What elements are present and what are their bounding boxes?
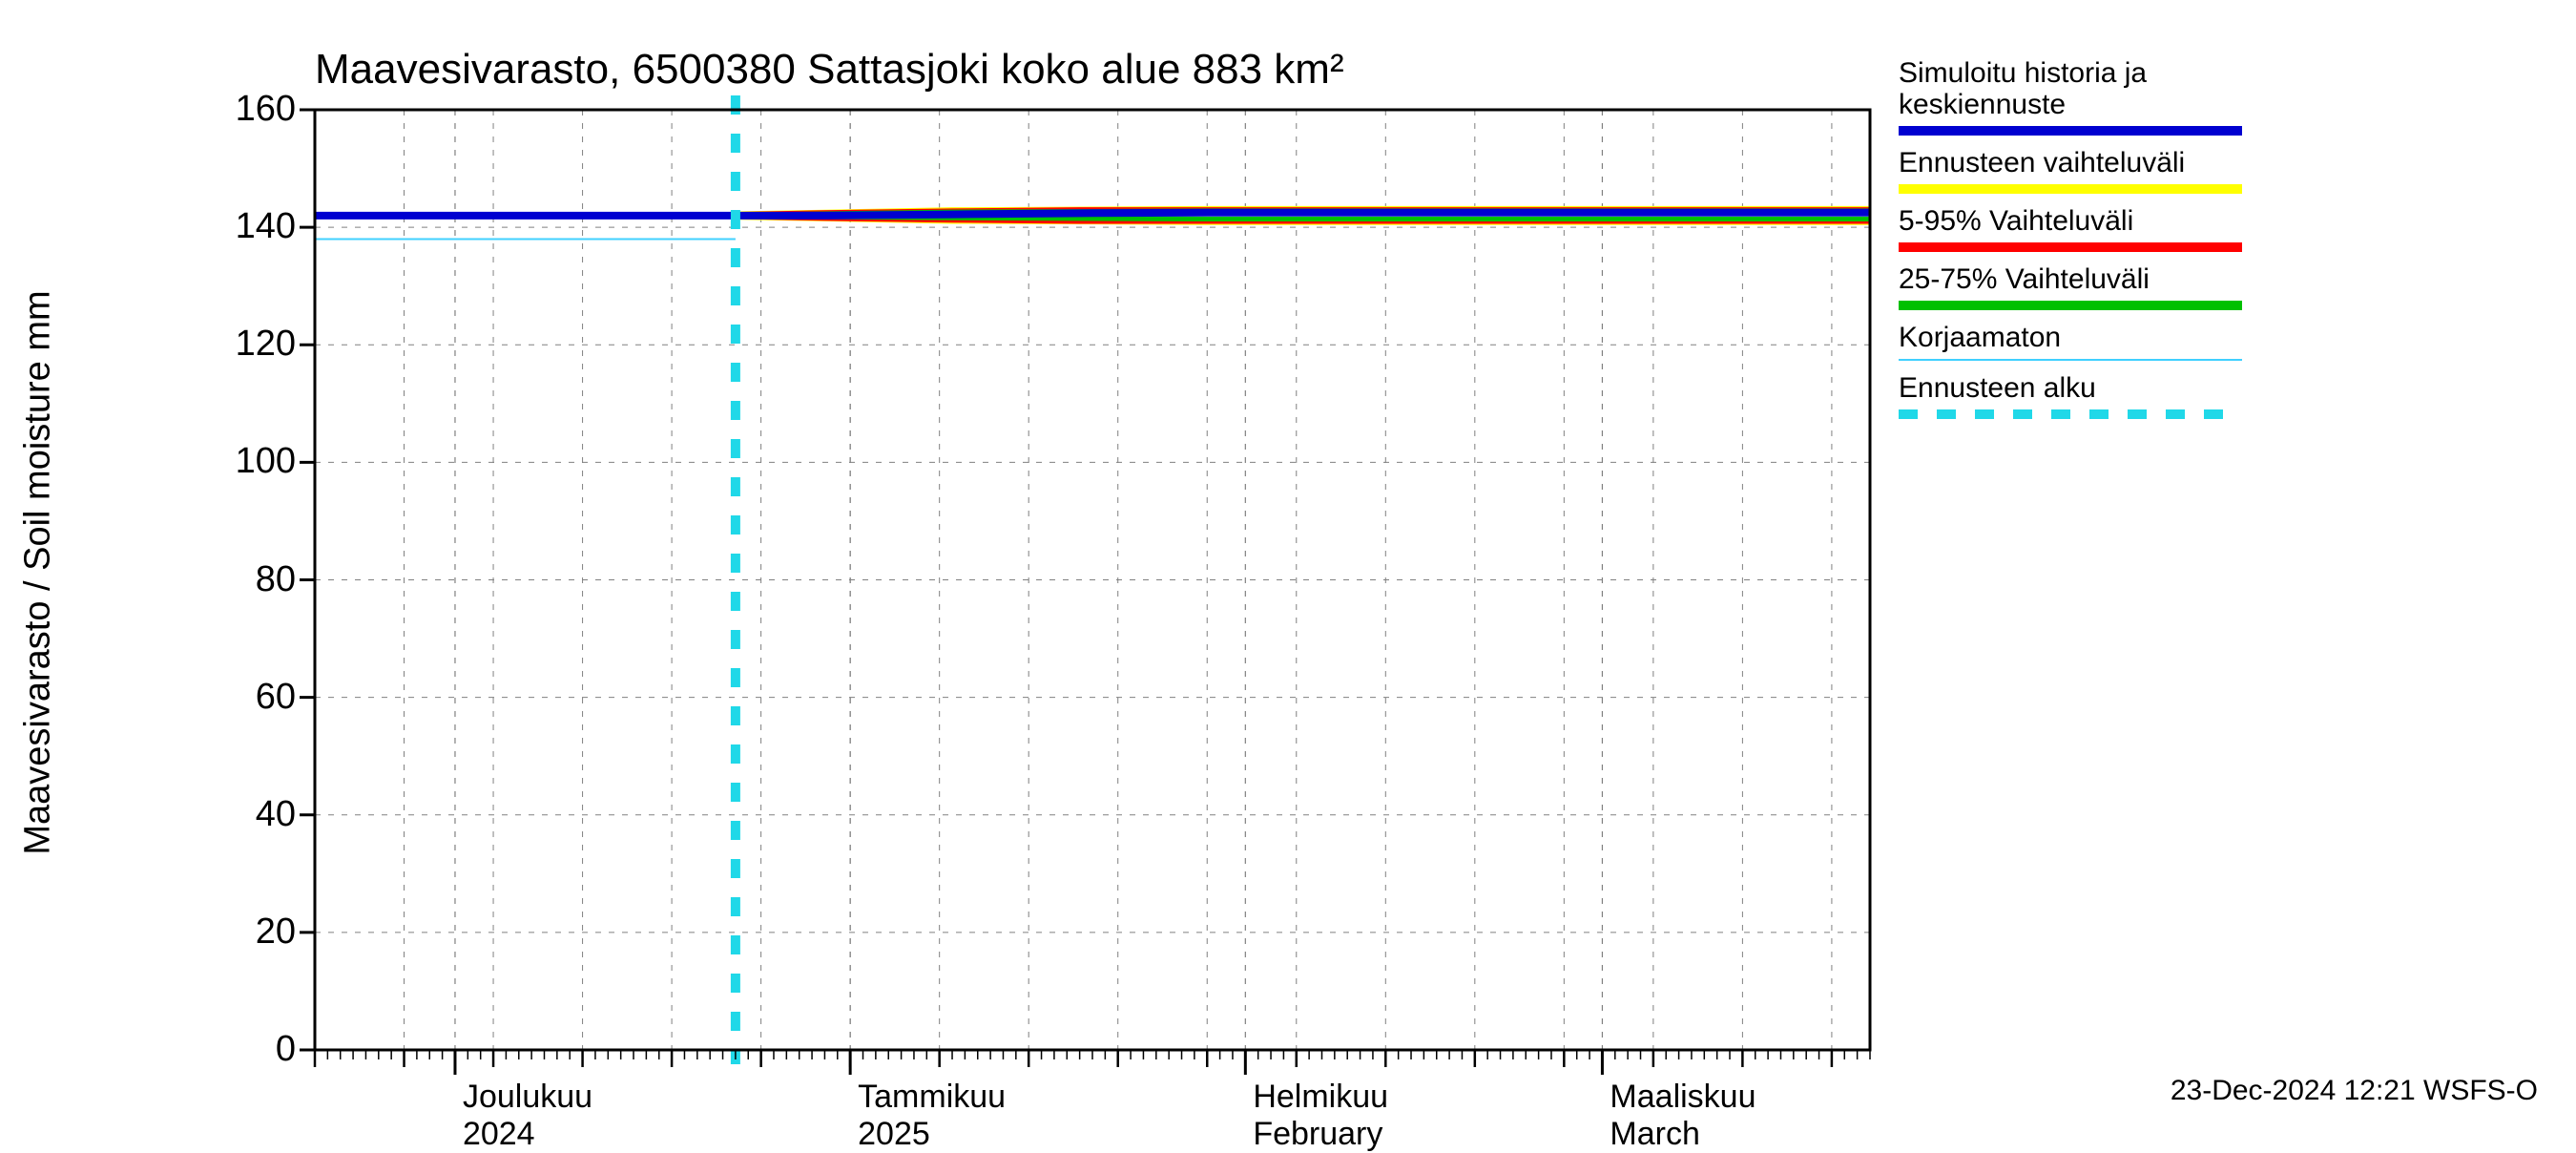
y-tick-label: 120: [219, 324, 296, 365]
legend-label: Korjaamaton: [1899, 322, 2547, 353]
legend-swatch: [1899, 359, 2242, 361]
legend-item: 25-75% Vaihteluväli: [1899, 263, 2547, 310]
legend-item: Ennusteen alku: [1899, 372, 2547, 419]
legend-item: Korjaamaton: [1899, 322, 2547, 361]
y-axis-label: Maavesivarasto / Soil moisture mm: [18, 290, 59, 854]
legend-label: Ennusteen vaihteluväli: [1899, 147, 2547, 178]
x-tick-label: Maaliskuu March: [1610, 1079, 1755, 1153]
chart-title: Maavesivarasto, 6500380 Sattasjoki koko …: [315, 46, 1344, 94]
y-tick-label: 60: [219, 677, 296, 718]
legend-label: Ennusteen alku: [1899, 372, 2547, 404]
x-tick-label: Helmikuu February: [1253, 1079, 1388, 1153]
legend-item: Simuloitu historia ja keskiennuste: [1899, 57, 2547, 136]
y-tick-label: 40: [219, 794, 296, 835]
y-tick-label: 160: [219, 89, 296, 130]
legend-label: 25-75% Vaihteluväli: [1899, 263, 2547, 295]
y-tick-label: 140: [219, 206, 296, 247]
chart-container: Maavesivarasto, 6500380 Sattasjoki koko …: [0, 0, 2576, 1145]
x-tick-label: Tammikuu 2025: [858, 1079, 1006, 1153]
legend-item: 5-95% Vaihteluväli: [1899, 205, 2547, 252]
y-tick-label: 100: [219, 441, 296, 482]
legend-swatch: [1899, 301, 2242, 310]
legend: Simuloitu historia ja keskiennuste Ennust…: [1899, 57, 2547, 430]
legend-swatch: [1899, 126, 2242, 136]
legend-swatch: [1899, 409, 2242, 419]
y-tick-label: 0: [219, 1029, 296, 1070]
legend-label: 5-95% Vaihteluväli: [1899, 205, 2547, 237]
legend-label: Simuloitu historia ja keskiennuste: [1899, 57, 2547, 120]
legend-item: Ennusteen vaihteluväli: [1899, 147, 2547, 194]
y-tick-label: 80: [219, 559, 296, 600]
x-tick-label: Joulukuu 2024: [463, 1079, 592, 1153]
legend-swatch: [1899, 242, 2242, 252]
footer-timestamp: 23-Dec-2024 12:21 WSFS-O: [2171, 1075, 2538, 1107]
y-tick-label: 20: [219, 912, 296, 953]
legend-swatch: [1899, 184, 2242, 194]
